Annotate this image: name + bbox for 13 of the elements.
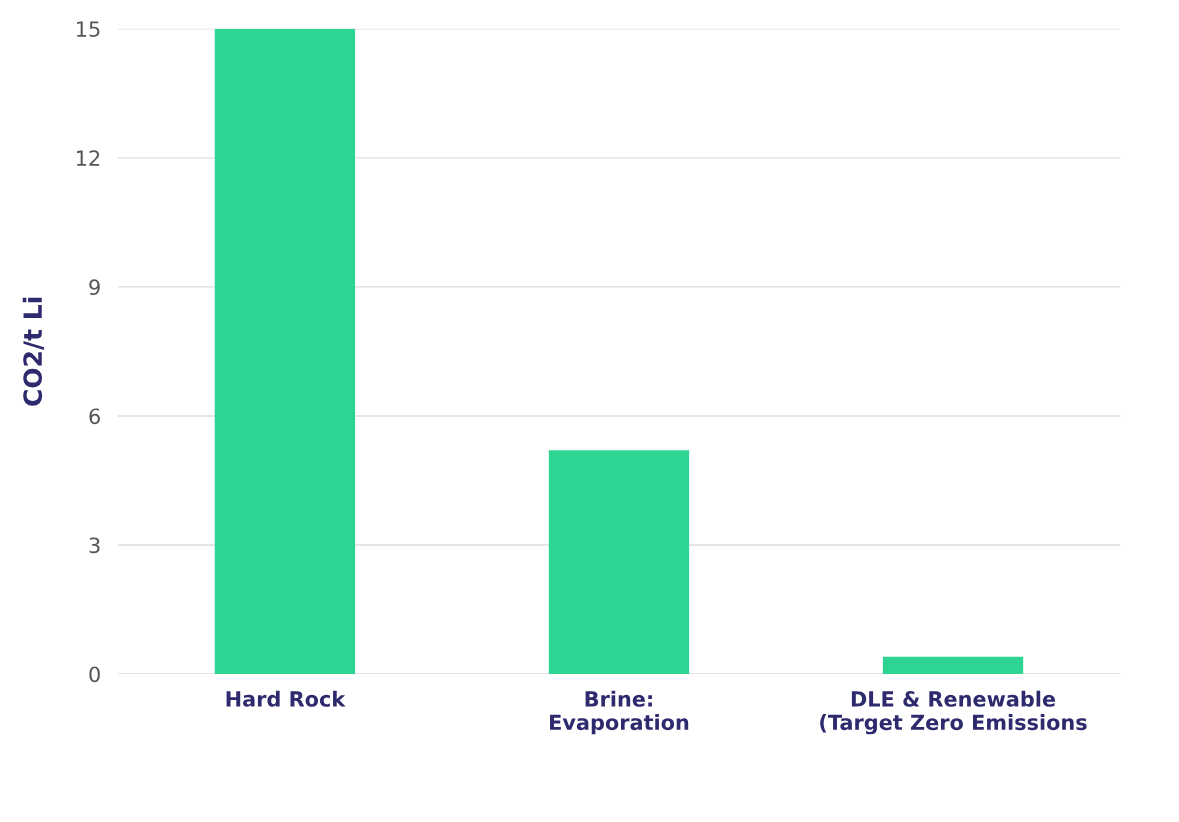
y-tick-label: 3	[89, 537, 100, 554]
y-tick-label: 6	[89, 408, 100, 425]
y-tick-label: 12	[77, 150, 100, 166]
x-tick-label: DLE & Renewable (Target Zero Emissions	[820, 690, 1087, 735]
x-tick-label: Brine: Evaporation	[550, 690, 689, 735]
bar	[882, 656, 1024, 675]
y-axis-title: CO2/t Li	[22, 297, 45, 406]
y-tick-label: 15	[77, 21, 100, 37]
y-tick-label: 0	[89, 666, 100, 683]
y-tick-label: 9	[89, 279, 100, 296]
bar	[214, 28, 356, 675]
bar	[548, 450, 690, 675]
x-tick-label: Hard Rock	[226, 690, 346, 707]
